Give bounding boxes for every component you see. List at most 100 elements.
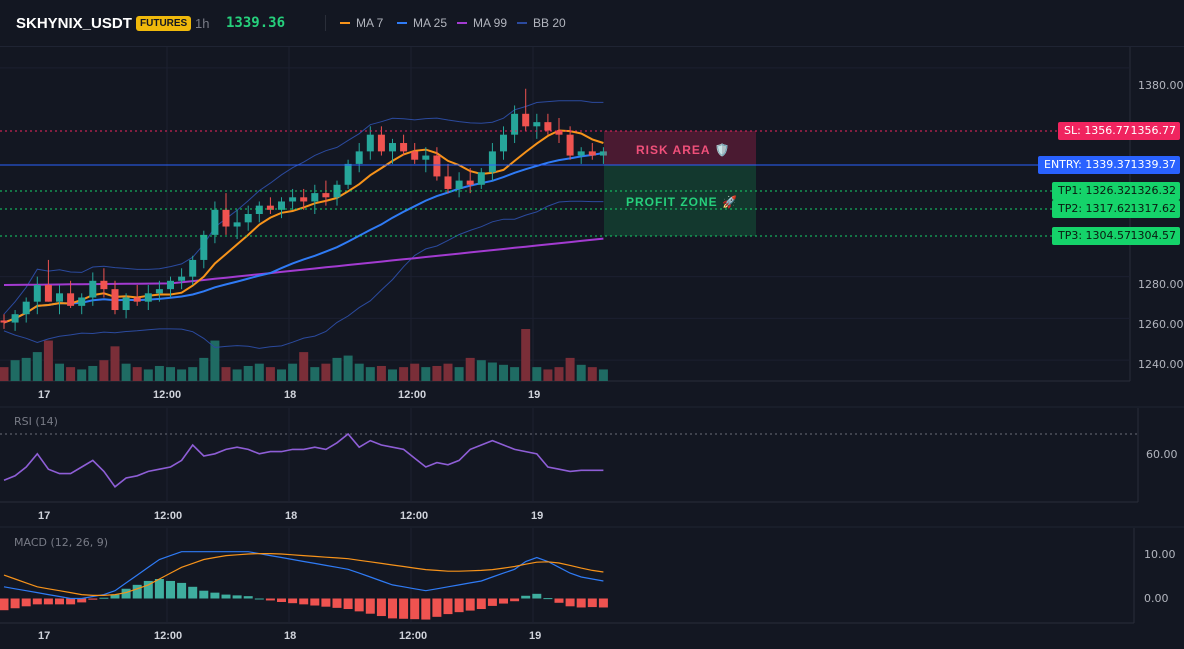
candle-body [389, 143, 396, 152]
macd-histogram-bar [476, 598, 486, 610]
macd-pane-label[interactable]: MACD (12, 26, 9) [14, 536, 109, 549]
volume-bar [376, 365, 386, 381]
futures-badge: FUTURES [136, 16, 192, 31]
macd-histogram-bar [66, 598, 76, 605]
volume-bar [132, 367, 142, 381]
candle-body [211, 209, 219, 235]
macd-histogram-bar [532, 593, 542, 599]
volume-bar [77, 369, 87, 381]
macd-histogram-bar [0, 598, 9, 611]
macd-histogram-bar [376, 598, 386, 617]
rsi-pane-label[interactable]: RSI (14) [14, 415, 58, 428]
candle-body [200, 234, 208, 260]
macd-histogram-bar [143, 580, 153, 599]
candle-body [56, 293, 63, 302]
macd-histogram-bar [21, 598, 31, 607]
legend-ma25[interactable]: MA 25 [397, 16, 447, 30]
volume-bar [499, 364, 508, 381]
macd-histogram-bar [543, 598, 553, 600]
legend-ma7[interactable]: MA 7 [340, 16, 383, 30]
candle-body [577, 151, 585, 156]
volume-bar [310, 367, 320, 381]
rsi-axis-label: 60.00 [1146, 448, 1178, 461]
take-profit-3-tag[interactable]: TP3: 1304.57 1304.57 [1052, 227, 1180, 245]
chart-header: SKHYNIX_USDT FUTURES 1h 1339.36 MA 7 MA … [0, 0, 1184, 47]
volume-bar [210, 340, 220, 381]
time-axis-label: 18 [284, 630, 297, 642]
candle-body [155, 289, 163, 294]
volume-bar [532, 367, 542, 381]
legend-bb20[interactable]: BB 20 [517, 16, 566, 30]
volume-bar [166, 367, 175, 381]
volume-bar [177, 369, 187, 381]
candle-body [244, 214, 252, 223]
time-axis-label: 12:00 [399, 630, 428, 642]
macd-histogram-bar [365, 598, 375, 614]
macd-axis-label: 0.00 [1144, 592, 1169, 605]
candle-body [122, 297, 130, 311]
take-profit-1-tag[interactable]: TP1: 1326.32 1326.32 [1052, 182, 1180, 200]
price-axis-label: 1260.00 [1138, 318, 1184, 331]
candle-body [544, 122, 552, 131]
candle-body [599, 151, 607, 156]
candle-body [588, 151, 596, 156]
timeframe-label[interactable]: 1h [195, 16, 210, 31]
stop-loss-tag[interactable]: SL: 1356.77 1356.77 [1058, 122, 1180, 140]
time-axis-label: 19 [531, 510, 544, 522]
time-axis-label: 19 [529, 630, 542, 642]
candle-body [67, 293, 75, 306]
macd-histogram-bar [243, 596, 253, 599]
bb-upper-line [3, 100, 604, 315]
candle-body [466, 180, 474, 185]
volume-bar [410, 363, 420, 381]
macd-histogram-bar [88, 598, 98, 600]
volume-bar [443, 363, 453, 381]
candle-body [289, 197, 297, 202]
entry-tag[interactable]: ENTRY: 1339.37 1339.37 [1038, 156, 1180, 174]
candle-body [422, 155, 430, 160]
volume-bar [598, 369, 608, 381]
candle-body [400, 143, 408, 152]
volume-bar [199, 357, 209, 381]
time-axis-label: 19 [528, 389, 541, 401]
volume-bar [110, 346, 120, 381]
volume-bar [43, 340, 53, 381]
macd-histogram-bar [510, 598, 520, 602]
macd-histogram-bar [299, 598, 309, 605]
time-axis-label: 17 [38, 510, 51, 522]
macd-histogram-bar [465, 598, 475, 611]
time-axis-label: 12:00 [400, 510, 429, 522]
macd-histogram-bar [221, 594, 231, 599]
candle-body [433, 155, 441, 177]
volume-bar [554, 367, 564, 381]
candle-body [111, 289, 119, 311]
macd-histogram-bar [421, 598, 431, 620]
macd-histogram-bar [55, 598, 64, 605]
candle-body [555, 130, 563, 135]
volume-bar [21, 357, 31, 381]
macd-histogram-bar [10, 598, 20, 609]
time-axis-label: 12:00 [153, 389, 182, 401]
volume-bar [277, 369, 286, 381]
macd-histogram-bar [521, 595, 531, 599]
take-profit-2-tag[interactable]: TP2: 1317.62 1317.62 [1052, 200, 1180, 218]
macd-histogram-bar [132, 584, 142, 599]
candle-body [0, 320, 8, 323]
macd-histogram-bar [288, 598, 298, 604]
candle-body [533, 122, 541, 127]
candle-body [22, 301, 30, 315]
price-axis-label: 1240.00 [1138, 358, 1184, 371]
candle-body [100, 280, 108, 290]
macd-histogram-bar [310, 598, 320, 606]
macd-histogram-bar [332, 598, 342, 608]
candle-body [566, 134, 574, 156]
volume-bar [576, 364, 586, 381]
volume-bar [299, 352, 309, 381]
volume-bar [188, 367, 198, 381]
volume-bar [154, 365, 164, 381]
symbol-name[interactable]: SKHYNIX_USDT [16, 15, 132, 32]
legend-ma99[interactable]: MA 99 [457, 16, 507, 30]
volume-bar [543, 369, 553, 381]
